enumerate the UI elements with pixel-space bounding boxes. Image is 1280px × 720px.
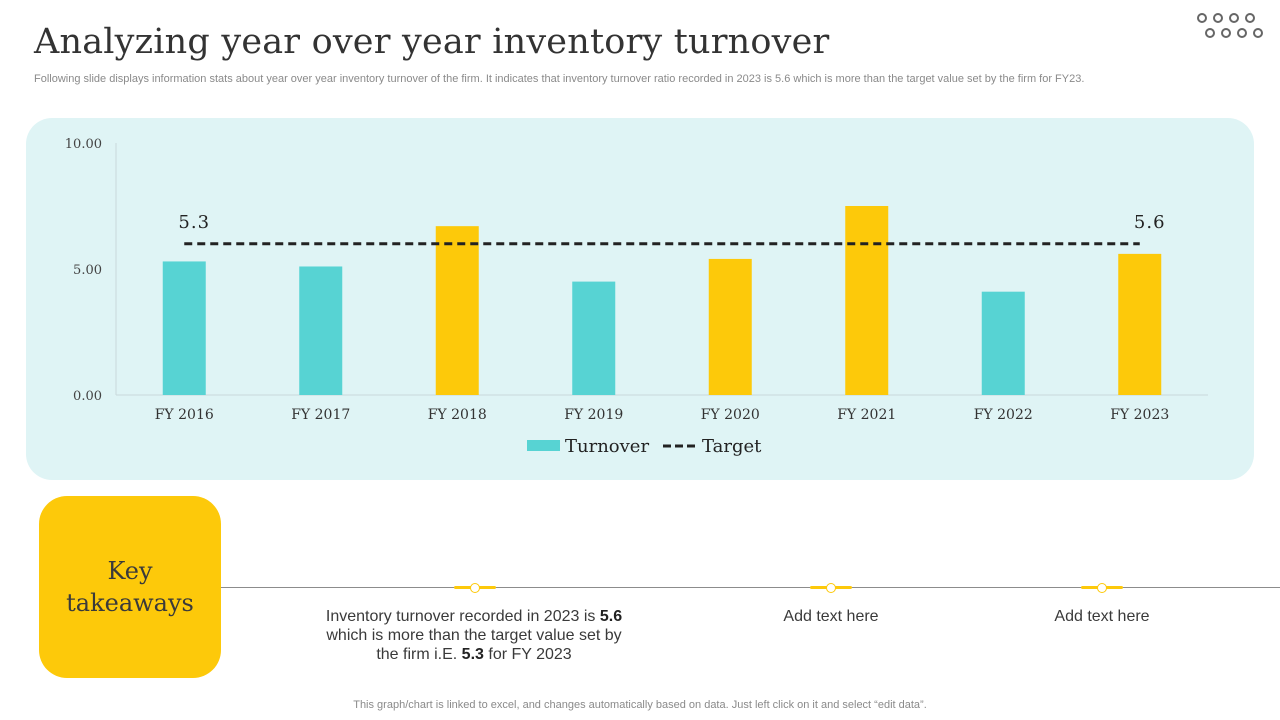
x-tick-label: FY 2021 — [837, 407, 896, 423]
takeaway-text-2[interactable]: Add text here — [783, 608, 879, 625]
dots-grid-icon — [1197, 13, 1263, 38]
bar-fy-2020 — [708, 258, 752, 395]
timeline-marker — [810, 583, 852, 593]
legend-turnover-swatch — [527, 440, 560, 451]
timeline-marker — [454, 583, 496, 593]
key-takeaways-heading: Key takeaways — [66, 557, 194, 617]
takeaway-text-3[interactable]: Add text here — [1054, 608, 1150, 625]
chart-panel[interactable]: 0.00 5.00 10.00 FY 2016 FY 2017 FY 2018 FY 201… — [26, 118, 1254, 480]
bar-fy-2023 — [1118, 253, 1162, 395]
x-tick-label: FY 2022 — [974, 407, 1033, 423]
footer-note: This graph/chart is linked to excel, and… — [353, 699, 927, 711]
takeaway-1-value: 5.6 — [599, 608, 623, 625]
y-tick-label: 5.00 — [73, 263, 102, 278]
turnover-bar-chart[interactable]: 0.00 5.00 10.00 FY 2016 FY 2017 FY 2018 FY 201… — [26, 118, 1254, 480]
takeaway-1-target: 5.3 — [461, 646, 484, 663]
timeline-line — [221, 587, 1280, 588]
takeaway-1-pre: Inventory turnover recorded in 2023 is — [325, 608, 600, 625]
data-label: 5.6 — [1134, 212, 1166, 233]
takeaway-1-mid: which is more than the target value set … — [326, 627, 622, 663]
page-title: Analyzing year over year inventory turno… — [34, 22, 830, 62]
page-subtitle: Following slide displays information sta… — [34, 73, 1085, 85]
bar-fy-2017 — [299, 266, 343, 395]
bar-fy-2016 — [162, 261, 206, 395]
x-tick-label: FY 2017 — [291, 407, 350, 423]
bar-fy-2018 — [435, 226, 479, 395]
x-tick-label: FY 2016 — [155, 407, 214, 423]
legend-turnover-label: Turnover — [565, 436, 649, 457]
y-tick-label: 0.00 — [73, 389, 102, 404]
legend-target-label: Target — [702, 436, 762, 457]
timeline-marker — [1081, 583, 1123, 593]
x-tick-label: FY 2019 — [564, 407, 623, 423]
bar-fy-2019 — [572, 281, 616, 395]
takeaway-text-1[interactable]: Inventory turnover recorded in 2023 is 5… — [324, 607, 624, 664]
x-tick-label: FY 2023 — [1110, 407, 1169, 423]
x-tick-label: FY 2020 — [701, 407, 760, 423]
x-tick-label: FY 2018 — [428, 407, 487, 423]
data-label: 5.3 — [178, 212, 210, 233]
bar-fy-2021 — [845, 206, 889, 395]
takeaway-1-post: for FY 2023 — [483, 646, 572, 663]
y-tick-label: 10.00 — [65, 137, 102, 152]
key-takeaways-box: Key takeaways — [39, 496, 221, 678]
bar-fy-2022 — [981, 291, 1025, 395]
